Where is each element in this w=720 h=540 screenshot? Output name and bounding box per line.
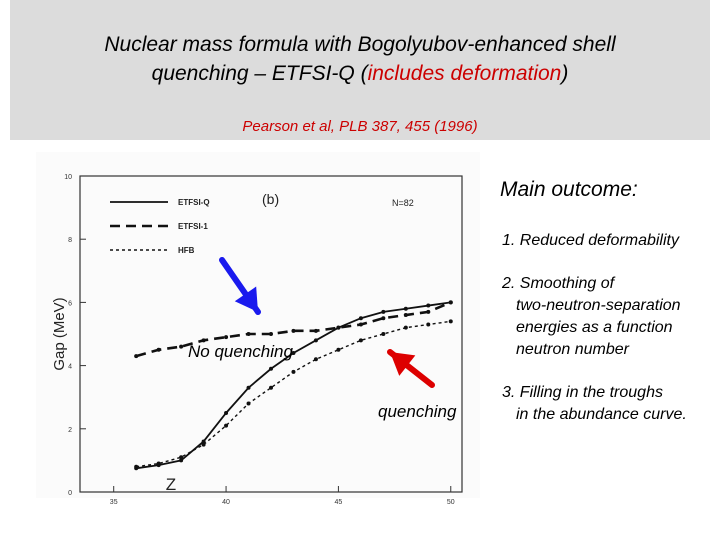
y-tick-label: 8	[68, 237, 72, 244]
outcome-heading: Main outcome:	[500, 178, 638, 201]
reference-citation: Pearson et al, PLB 387, 455 (1996)	[242, 118, 478, 135]
data-point	[336, 325, 341, 330]
data-point	[291, 350, 296, 355]
data-point	[291, 328, 296, 333]
data-point	[224, 423, 229, 428]
data-point	[358, 316, 363, 321]
data-point	[201, 439, 206, 444]
legend-label: HFB	[178, 246, 195, 255]
x-tick-label: 35	[110, 499, 118, 506]
data-point	[246, 332, 251, 336]
data-point	[201, 338, 206, 343]
data-point	[246, 401, 251, 406]
outcome-item-2: 2. Smoothing of	[502, 275, 615, 292]
y-tick-label: 0	[68, 490, 72, 497]
outcome-item-3: 3. Filling in the troughs	[502, 384, 663, 401]
data-point	[269, 366, 273, 371]
title-close-paren: )	[561, 62, 569, 85]
data-point	[403, 306, 408, 311]
data-point	[403, 313, 408, 318]
y-tick-label: 6	[68, 300, 72, 307]
series-line-hfb	[136, 320, 451, 468]
chart-panel	[36, 152, 480, 498]
data-point	[426, 322, 431, 327]
data-point	[291, 369, 296, 374]
plot-frame	[79, 175, 463, 493]
outcome-item-3-line-2: in the abundance curve.	[516, 406, 687, 423]
data-point	[336, 347, 341, 352]
arrow-head	[234, 286, 258, 312]
series-line-etfsi-q	[136, 301, 451, 470]
data-point	[224, 335, 229, 340]
data-point	[381, 316, 386, 321]
data-point	[381, 309, 386, 314]
data-point	[269, 332, 273, 336]
title-line-2: quenching – ETFSI-Q (	[151, 62, 368, 85]
no-quenching-label: No quenching	[188, 342, 293, 361]
outcome-item-1: 1. Reduced deformability	[502, 232, 679, 249]
data-point	[134, 354, 139, 359]
series-line-etfsi-1	[135, 301, 452, 358]
arrow-head	[390, 352, 416, 376]
title-highlight: includes deformation	[367, 62, 562, 85]
data-point	[313, 357, 318, 362]
x-axis-label: Z	[166, 475, 176, 494]
data-point	[313, 328, 318, 333]
outcome-item-2-line-2: two-neutron-separation	[516, 297, 681, 314]
data-point	[201, 442, 206, 447]
data-point	[381, 332, 386, 336]
data-point	[358, 338, 363, 343]
data-point	[179, 344, 184, 349]
data-point	[179, 455, 184, 460]
data-point	[426, 303, 431, 308]
outcome-item-2-line-4: neutron number	[516, 341, 629, 358]
x-tick-label: 45	[335, 499, 343, 506]
data-point	[269, 385, 273, 390]
title-banner: Nuclear mass formula with Bogolyubov-enh…	[10, 0, 710, 140]
data-point	[224, 411, 229, 415]
data-point	[448, 300, 453, 305]
data-point	[156, 461, 161, 466]
x-tick-label: 40	[222, 499, 230, 506]
data-point	[358, 322, 363, 327]
data-point	[426, 309, 431, 314]
quenching-label: quenching	[378, 402, 457, 421]
y-axis-label: Gap (MeV)	[51, 297, 68, 370]
panel-label: (b)	[262, 191, 279, 207]
data-point	[448, 319, 453, 324]
y-tick-label: 4	[68, 364, 72, 371]
panel-note: N=82	[392, 198, 414, 208]
slide-title: Nuclear mass formula with Bogolyubov-enh…	[10, 30, 710, 88]
data-point	[156, 347, 161, 352]
title-line-1: Nuclear mass formula with Bogolyubov-enh…	[104, 33, 616, 56]
data-point	[179, 458, 184, 463]
data-point	[403, 325, 408, 330]
legend-label: ETFSI-Q	[178, 198, 210, 207]
legend-label: ETFSI-1	[178, 222, 208, 231]
blue-arrow	[219, 257, 261, 315]
data-point	[313, 338, 318, 343]
x-tick-label: 50	[447, 499, 455, 506]
y-tick-label: 10	[64, 174, 72, 181]
data-point	[246, 385, 251, 390]
red-arrow	[387, 349, 435, 388]
outcome-item-2-line-3: energies as a function	[516, 319, 673, 336]
data-point	[134, 464, 139, 469]
y-tick-label: 2	[68, 427, 72, 434]
